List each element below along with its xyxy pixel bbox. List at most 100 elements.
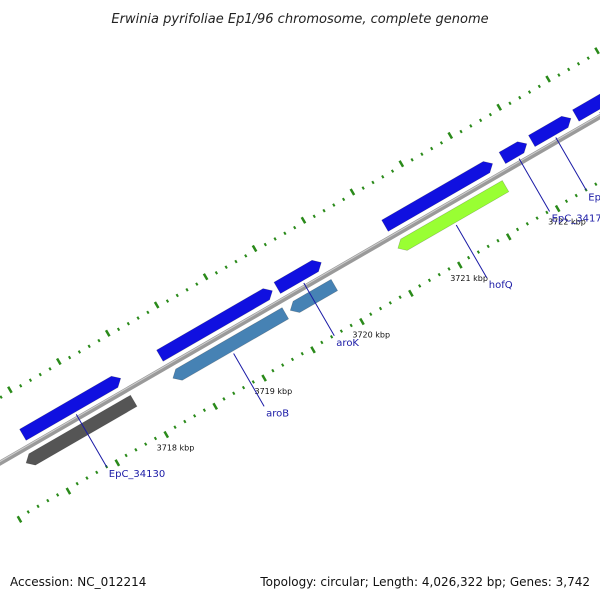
tick-mark (349, 323, 353, 328)
tick-mark (173, 425, 177, 429)
tick-mark (469, 124, 473, 128)
tick-mark (535, 216, 539, 220)
tick-mark (329, 334, 334, 339)
tick-mark (95, 470, 99, 475)
genome-summary-text: Topology: circular; Length: 4,026,322 bp… (259, 575, 590, 589)
tick-mark (361, 186, 365, 190)
tick-mark (28, 378, 33, 382)
tick-mark (594, 47, 600, 55)
tick-mark (251, 380, 255, 384)
tick-mark (244, 254, 248, 258)
tick-mark (165, 299, 170, 303)
tick-mark (116, 327, 121, 332)
tick-mark (398, 295, 402, 300)
tick-mark (19, 384, 23, 388)
tick-mark (456, 261, 463, 269)
tick-mark (38, 372, 42, 377)
tick-mark (16, 515, 23, 523)
tick-mark (322, 208, 326, 213)
tick-mark (241, 385, 246, 390)
tick-mark (398, 160, 405, 168)
tick-mark (271, 368, 275, 373)
accession-text: Accession: NC_012214 (10, 575, 146, 589)
tick-mark (214, 271, 219, 275)
tick-mark (378, 306, 383, 311)
tick-mark (212, 402, 219, 410)
tick-label: 3721 kbp (450, 274, 488, 283)
gene-arrow-blue2 (156, 288, 273, 362)
tick-mark (486, 244, 490, 249)
gene-arrow-EpC_34130 (19, 375, 122, 441)
tick-mark (26, 510, 30, 514)
tick-mark (527, 90, 532, 94)
tick-mark (437, 272, 441, 277)
tick-mark (420, 152, 424, 156)
tick-mark (46, 498, 50, 503)
tick-mark (144, 442, 148, 446)
tick-mark (300, 216, 307, 224)
gene-labels: EpC_34130aroBaroKhofQEpC_34170EpC_34180E… (75, 111, 600, 480)
tick-mark (594, 182, 598, 187)
tick-label: 3718 kbp (157, 444, 195, 453)
tick-mark (202, 408, 207, 413)
tick-mark (65, 487, 72, 495)
tick-mark (576, 61, 581, 66)
tick-mark (545, 75, 551, 83)
tick-mark (261, 374, 267, 382)
tick-mark (234, 259, 238, 264)
tick-mark (114, 459, 121, 467)
tick-mark (439, 141, 444, 145)
tick-mark (251, 244, 258, 253)
tick-mark (525, 221, 529, 226)
tick-mark (224, 265, 228, 269)
gene-arrow-aroK (273, 259, 322, 294)
gene-label: EpC_34130 (109, 469, 165, 480)
tick-mark (408, 289, 414, 297)
leader-line (233, 353, 265, 407)
tick-mark (195, 282, 199, 286)
gene-label: EpC_34180 (588, 192, 600, 203)
tick-mark (390, 169, 395, 173)
leader-line (303, 282, 335, 337)
tick-mark (564, 199, 569, 203)
map-title: Erwinia pyrifoliae Ep1/96 chromosome, co… (111, 12, 488, 27)
tick-mark (163, 430, 170, 439)
tick-mark (320, 340, 324, 345)
tick-mark (339, 329, 344, 333)
tick-mark (359, 317, 365, 326)
tick-mark (496, 103, 503, 111)
gene-label: aroB (266, 408, 289, 419)
tick-mark (466, 255, 471, 260)
gene-label: aroK (336, 338, 359, 349)
tick-mark (371, 180, 375, 185)
leader-line (75, 414, 108, 468)
tick-mark (134, 447, 138, 452)
tick-mark (430, 146, 434, 151)
tick-mark (312, 214, 316, 219)
tick-mark (55, 357, 62, 366)
tick-mark (185, 287, 189, 292)
tick-mark (505, 233, 512, 241)
tick-mark (85, 476, 89, 480)
gene-arrow-hofQ_b (381, 161, 493, 232)
tick-label: 3722 kbp (548, 218, 586, 227)
tick-mark (341, 197, 346, 202)
leader-line (555, 137, 587, 191)
tick-mark (67, 355, 72, 360)
tick-label: 3719 kbp (255, 387, 293, 396)
tick-mark (281, 363, 285, 367)
gene-arrow-EpC_34190 (572, 93, 600, 122)
tick-mark (104, 329, 111, 337)
tick-mark (183, 419, 187, 424)
tick-mark (508, 101, 512, 106)
tick-mark (349, 188, 356, 196)
tick-mark (574, 193, 578, 198)
tick-mark (55, 493, 60, 497)
tick-mark (586, 56, 590, 60)
tick-mark (310, 346, 316, 354)
tick-mark (7, 386, 13, 394)
tick-mark (202, 273, 209, 281)
gene-arrow-EpC_34180 (528, 115, 572, 148)
leader-line (518, 158, 551, 212)
tick-mark (97, 338, 101, 343)
